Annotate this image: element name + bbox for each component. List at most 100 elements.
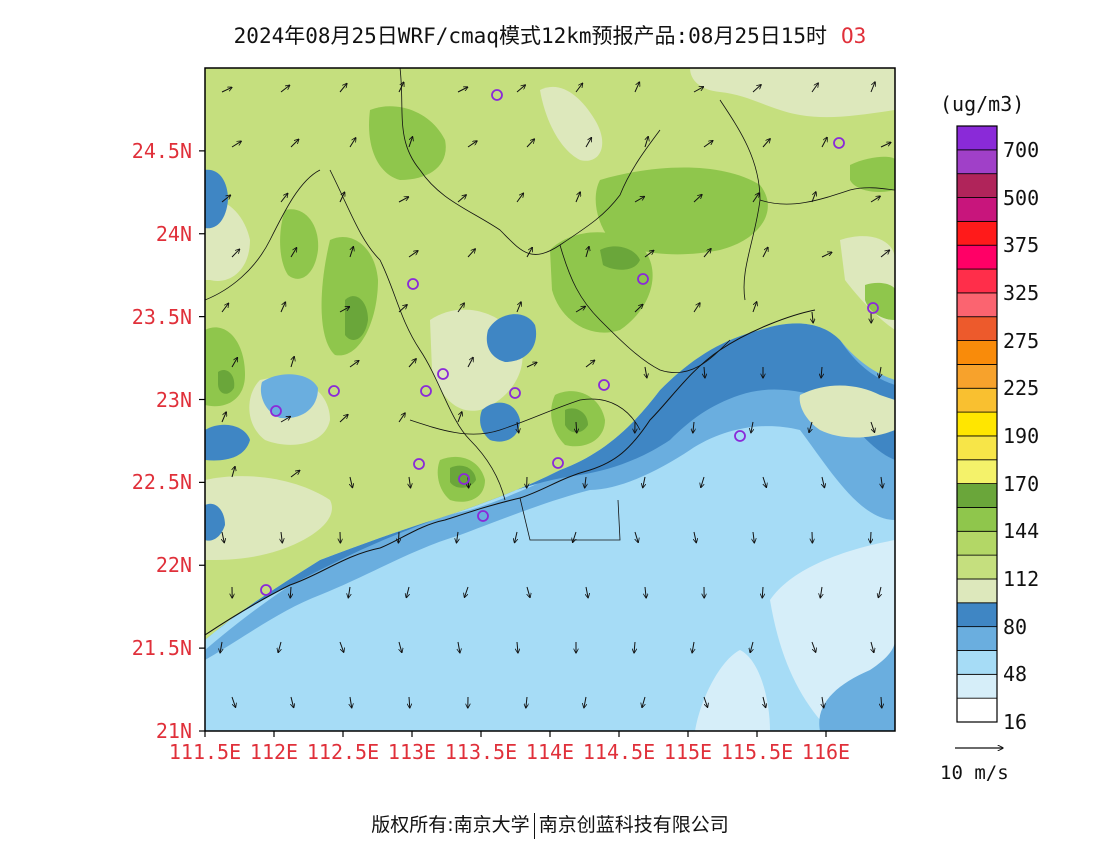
station-marker bbox=[328, 385, 340, 397]
wind-arrow bbox=[339, 307, 350, 313]
inland-blue-cell-6 bbox=[205, 503, 225, 541]
station-marker bbox=[552, 457, 564, 469]
pale-patch-n bbox=[540, 86, 603, 161]
wind-arrow bbox=[880, 142, 891, 148]
coastal-blue-se bbox=[819, 640, 895, 731]
wind-arrow bbox=[703, 141, 713, 148]
wind-arrow bbox=[232, 466, 235, 478]
wind-arrow bbox=[870, 531, 871, 543]
admin-boundary-6 bbox=[409, 398, 641, 435]
wind-arrow bbox=[822, 476, 824, 488]
green-patch-9 bbox=[850, 156, 895, 192]
wind-arrow bbox=[339, 414, 348, 423]
wind-arrow bbox=[576, 421, 577, 433]
colorbar-label: 48 bbox=[1003, 662, 1028, 687]
inland-blue-cell-3 bbox=[260, 374, 318, 419]
wind-arrow bbox=[290, 586, 291, 598]
x-tick-label: 116E bbox=[801, 740, 851, 764]
station-marker bbox=[734, 430, 746, 442]
admin-boundary-1 bbox=[399, 68, 661, 255]
wind-arrow bbox=[693, 194, 702, 203]
wind-arrow bbox=[822, 696, 824, 708]
colorbar-segment bbox=[956, 435, 998, 461]
wind-arrow bbox=[703, 249, 711, 258]
wind-arrow bbox=[467, 357, 473, 368]
wind-arrow bbox=[645, 136, 648, 148]
y-tick-label: 24N bbox=[155, 221, 192, 246]
wind-arrow bbox=[467, 249, 475, 258]
station-marker bbox=[833, 137, 845, 149]
wind-arrow bbox=[526, 696, 527, 708]
station-marker bbox=[598, 379, 610, 391]
wind-arrow bbox=[693, 421, 694, 433]
wind-arrow bbox=[349, 247, 353, 258]
colorbar-segment bbox=[956, 673, 998, 699]
wind-arrow bbox=[349, 138, 356, 148]
wind-arrow bbox=[870, 82, 875, 93]
copyright-right: 南京创蓝科技有限公司 bbox=[538, 814, 729, 836]
green-patch-1 bbox=[369, 106, 446, 180]
colorbar-segment bbox=[956, 125, 998, 151]
wind-arrow bbox=[221, 412, 226, 423]
y-axis-ticks bbox=[199, 150, 205, 732]
wind-arrow bbox=[406, 586, 409, 598]
wind-arrow bbox=[456, 531, 458, 543]
wind-arrow bbox=[350, 476, 352, 488]
wind-arrow bbox=[645, 366, 647, 378]
admin-boundary-7 bbox=[759, 187, 895, 205]
pale-sea-south bbox=[695, 650, 770, 731]
colorbar-label: 375 bbox=[1003, 233, 1040, 258]
wind-arrow bbox=[820, 586, 822, 598]
wind-arrow bbox=[280, 302, 285, 313]
station-marker bbox=[437, 368, 449, 380]
wind-arrow bbox=[339, 641, 344, 652]
wind-arrow bbox=[398, 197, 409, 203]
dark-green-spot-5 bbox=[565, 408, 588, 433]
x-tick-label: 115E bbox=[663, 740, 713, 764]
pale-patch-sw bbox=[205, 476, 332, 560]
wind-arrow bbox=[409, 696, 410, 708]
wind-arrow bbox=[457, 412, 462, 423]
colorbar-label: 16 bbox=[1003, 710, 1028, 734]
wind-arrow bbox=[870, 421, 875, 432]
x-tick-label: 113.5E bbox=[444, 740, 518, 764]
colorbar-segment bbox=[956, 387, 998, 413]
wind-arrow bbox=[221, 87, 232, 93]
station-marker bbox=[491, 89, 503, 101]
colorbar-segment bbox=[956, 316, 998, 341]
wind-arrow bbox=[585, 476, 586, 488]
wind-arrow bbox=[871, 641, 874, 653]
y-tick-label: 24.5N bbox=[131, 138, 192, 163]
station-marker bbox=[413, 458, 425, 470]
wind-arrow bbox=[398, 413, 405, 423]
wind-arrow bbox=[348, 586, 350, 598]
wind-arrow bbox=[585, 137, 592, 148]
wind-arrow bbox=[575, 192, 580, 203]
colorbar-segment bbox=[956, 244, 998, 270]
wind-arrow bbox=[398, 82, 404, 93]
wind-arrow bbox=[408, 359, 416, 368]
wind-arrow bbox=[291, 356, 294, 368]
x-tick-label: 115.5E bbox=[720, 740, 794, 764]
y-tick-label: 23.5N bbox=[131, 304, 192, 329]
wind-arrow bbox=[231, 696, 236, 707]
wind-arrow bbox=[751, 421, 753, 433]
station-markers bbox=[260, 89, 879, 596]
wind-arrow bbox=[280, 85, 290, 93]
colorbar bbox=[956, 125, 998, 723]
wind-arrow bbox=[586, 246, 589, 258]
wind-arrow bbox=[526, 247, 532, 258]
colorbar-segment bbox=[956, 363, 998, 389]
wind-arrow bbox=[467, 141, 477, 148]
colorbar-segment bbox=[956, 530, 998, 556]
wind-arrow bbox=[692, 641, 694, 653]
wind-arrow bbox=[350, 696, 352, 708]
colorbar-segment bbox=[956, 268, 998, 294]
pale-patch-se bbox=[799, 385, 895, 438]
colorbar-segment bbox=[956, 197, 998, 222]
wind-arrow bbox=[880, 250, 890, 258]
wind-arrow bbox=[644, 250, 654, 258]
wind-arrow bbox=[762, 586, 763, 598]
wind-arrow bbox=[881, 476, 883, 488]
green-patch-10 bbox=[865, 282, 895, 320]
